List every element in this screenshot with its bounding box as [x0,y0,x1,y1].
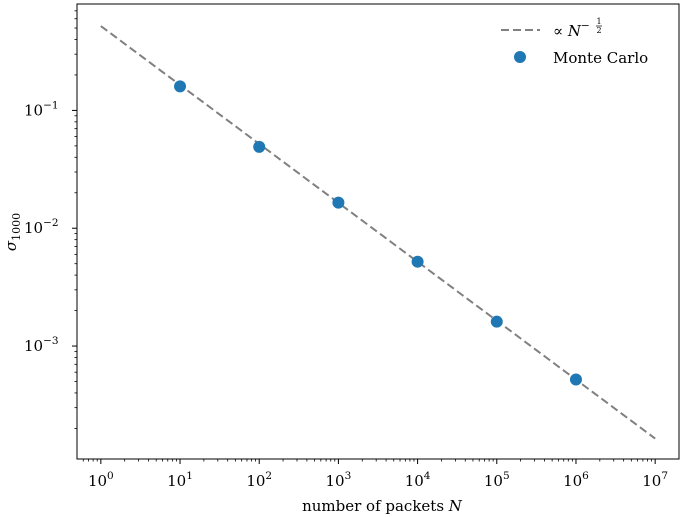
power-law-line [100,25,656,440]
y-tick-label: 10−3 [24,335,59,355]
x-tick-label: 104 [405,470,431,490]
x-tick-label: 101 [167,470,193,490]
x-axis-label: number of packets N [302,497,463,515]
x-tick-label: 105 [484,470,510,490]
legend: ∝ N− 1 2 Monte Carlo [501,17,648,67]
monte-carlo-point [174,80,187,93]
plot-area [76,3,680,460]
legend-frac-den: 2 [596,26,601,35]
y-axis: 10−1 10−2 10−3 [24,10,77,429]
monte-carlo-point [569,373,582,386]
x-tick-label: 107 [642,470,668,490]
monte-carlo-point [490,315,503,328]
series-layer [100,25,656,440]
monte-carlo-point [411,255,424,268]
legend-label-monte-carlo: Monte Carlo [553,49,648,67]
x-tick-label: 103 [326,470,352,490]
plot-frame [76,3,680,460]
monte-carlo-point [332,196,345,209]
x-tick-label: 100 [88,470,114,490]
x-tick-label: 106 [563,470,589,490]
legend-marker-swatch [514,51,526,63]
legend-frac-num: 1 [596,17,601,26]
x-tick-label: 102 [246,470,272,490]
x-axis: 100 101 102 103 104 105 106 107 [82,459,668,490]
y-axis-label: σ1000 [2,213,23,251]
y-tick-label: 10−1 [24,99,59,119]
monte-carlo-point [253,140,266,153]
y-tick-label: 10−2 [24,217,59,237]
legend-label-power-law: ∝ N− [553,20,590,40]
